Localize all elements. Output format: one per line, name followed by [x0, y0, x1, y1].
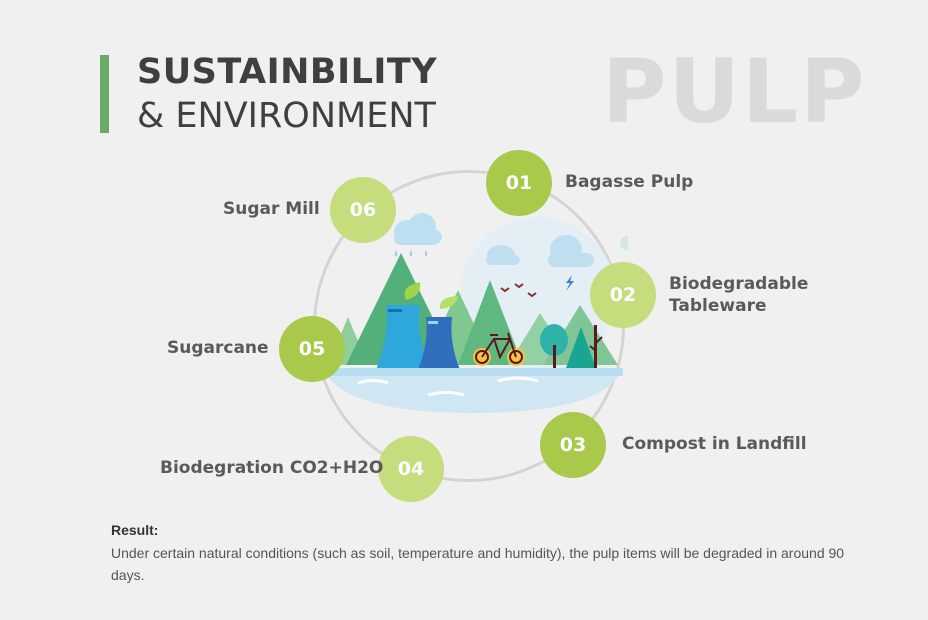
step-label-tableware-line2: Tableware [669, 296, 767, 316]
step-badge-05: 05 [279, 316, 345, 382]
eco-scene-illustration [323, 213, 628, 413]
title-accent-bar [100, 55, 109, 133]
lightning-icon [566, 275, 574, 291]
cloud-icon [486, 245, 520, 265]
step-label-sugar-mill: Sugar Mill [223, 199, 320, 219]
step-label-bagasse-pulp: Bagasse Pulp [565, 172, 694, 192]
step-badge-06: 06 [330, 177, 396, 243]
step-label-sugarcane: Sugarcane [167, 338, 269, 358]
step-label-compost: Compost in Landfill [622, 434, 807, 454]
bicycle-icon [473, 332, 525, 366]
trees-icon [540, 324, 603, 370]
step-badge-03: 03 [540, 412, 606, 478]
step-label-tableware-line1: Biodegradable [669, 274, 809, 294]
result-heading: Result: [111, 522, 159, 538]
result-description: Under certain natural conditions (such a… [111, 545, 845, 583]
rain-cloud-icon [394, 213, 442, 257]
step-badge-01: 01 [486, 150, 552, 216]
step-badge-02: 02 [590, 262, 656, 328]
factory-icon [376, 282, 460, 370]
step-label-biodegration: Biodegration CO2+H2O [160, 458, 384, 478]
water-icon [323, 368, 623, 413]
page-subtitle: & ENVIRONMENT [137, 96, 436, 136]
cloud-icon [548, 235, 594, 267]
page-title: SUSTAINBILITY [137, 52, 438, 92]
birds-icon [500, 283, 537, 298]
pulp-watermark: PULP [602, 40, 867, 143]
step-badge-04: 04 [378, 436, 444, 502]
